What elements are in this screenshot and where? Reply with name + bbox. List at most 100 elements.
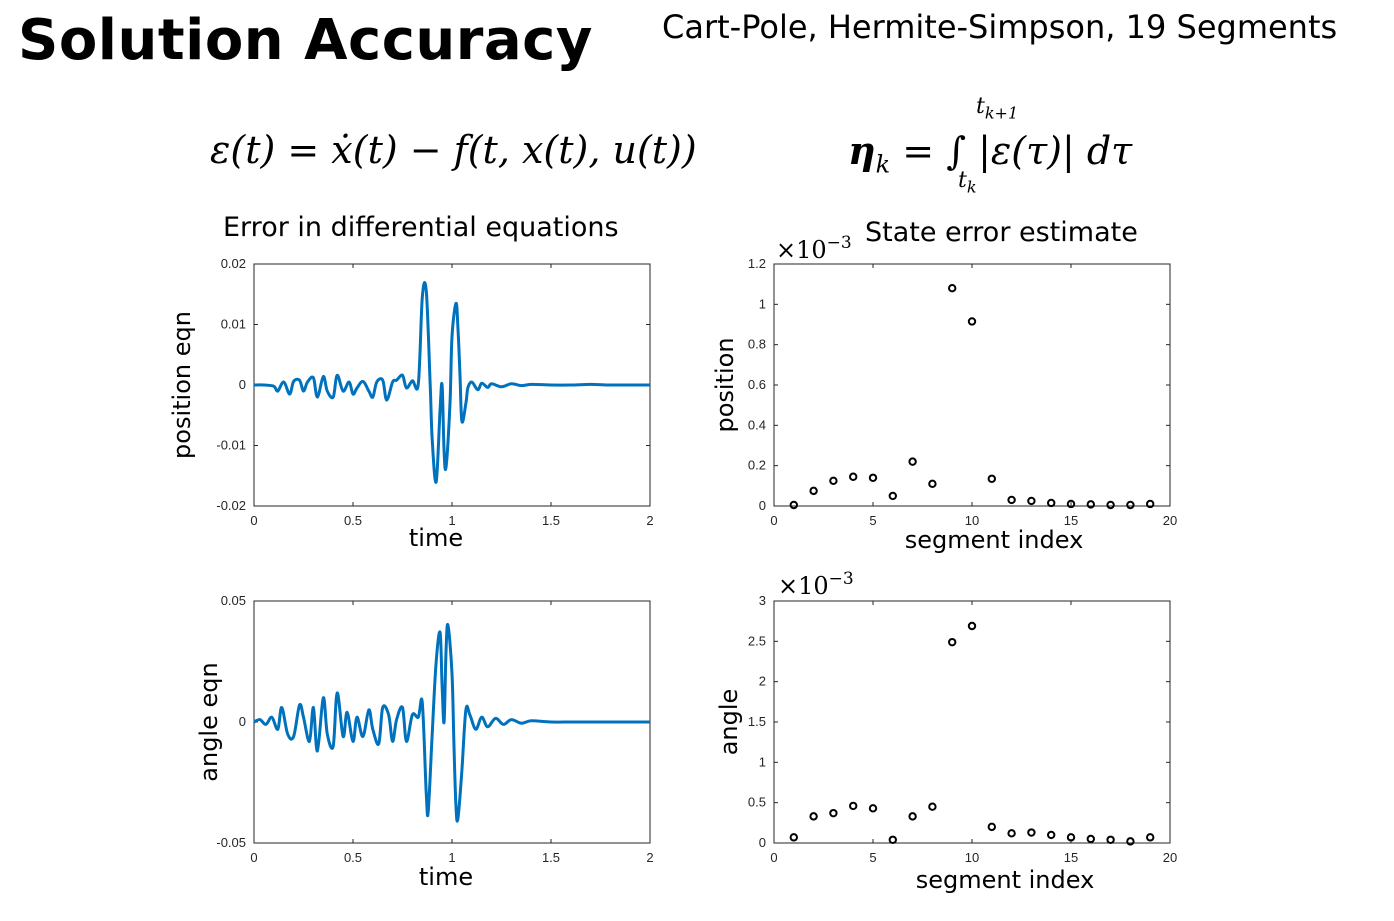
y-tick-label: 0.4 <box>748 417 766 432</box>
y-axis-label: angle <box>715 689 743 756</box>
data-point <box>1027 496 1036 506</box>
integral-body: = ∫ |ε(τ)| dτ <box>902 129 1133 173</box>
data-point <box>967 621 977 631</box>
x-tick-label: 0 <box>770 850 777 865</box>
x-tick-label: 2 <box>646 850 653 865</box>
data-point <box>908 457 917 466</box>
data-point <box>948 637 957 647</box>
data-point <box>829 808 838 818</box>
data-point <box>888 835 897 844</box>
y-tick-label: 0 <box>759 498 766 513</box>
left-section-title: Error in differential equations <box>223 212 619 243</box>
data-point <box>789 833 798 842</box>
x-tick-label: 0 <box>250 513 257 528</box>
slide-title: Solution Accuracy <box>18 8 593 73</box>
axes-box <box>773 600 1171 844</box>
x-tick-label: 1 <box>448 850 455 865</box>
y-tick-label: 0.02 <box>221 256 246 271</box>
data-point <box>987 474 996 483</box>
angle-eqn-chart: 0 0.5 1 1.5 2 -0.05 0 0.05 time angle eqn <box>195 593 654 891</box>
y-tick-label: 0.2 <box>748 458 766 473</box>
x-tick-label: 1.5 <box>542 850 560 865</box>
position-eqn-chart: 0 0.5 1 1.5 2 -0.02 -0.01 0 0.01 0.02 time position… <box>168 256 654 552</box>
x-tick-label: 1 <box>448 513 455 528</box>
data-point <box>1146 833 1155 842</box>
y-tick-label: -0.05 <box>216 835 246 850</box>
x-axis-label: time <box>419 863 473 891</box>
y-tick-label: 1.5 <box>748 714 766 729</box>
data-point <box>948 284 957 293</box>
angle-error-chart: 0 5 10 15 20 0 0.5 1 1.5 2 2.5 3 segment index angle ×… <box>715 569 1177 894</box>
x-tick-label: 10 <box>965 850 979 865</box>
data-point <box>1086 834 1096 844</box>
data-point <box>1126 500 1135 510</box>
x-tick-label: 20 <box>1163 513 1177 528</box>
data-point <box>868 804 878 813</box>
y-tick-label: 0 <box>239 714 246 729</box>
x-axis-label: segment index <box>905 526 1084 554</box>
eta-subscript: k <box>875 150 891 179</box>
data-point <box>809 486 818 496</box>
y-tick-label: 2.5 <box>748 633 766 648</box>
y-axis-label: position <box>711 337 739 432</box>
y-axis-label: position eqn <box>168 311 196 459</box>
x-tick-label: 15 <box>1064 850 1078 865</box>
axes-box <box>773 263 1171 507</box>
defect-equation: ε(t) = ẋ(t) − f(t, x(t), u(t)) <box>210 128 697 172</box>
data-point <box>849 801 858 811</box>
y-tick-label: 0.01 <box>221 317 246 332</box>
y-tick-label: 3 <box>759 593 766 608</box>
eta-symbol: η <box>848 128 876 173</box>
y-tick-label: 1 <box>759 754 766 769</box>
data-point <box>1086 500 1096 509</box>
data-point <box>987 822 996 832</box>
data-point <box>789 500 798 510</box>
x-tick-label: 2 <box>646 513 653 528</box>
data-point <box>1106 500 1115 510</box>
x-tick-label: 0 <box>250 850 257 865</box>
data-point <box>1047 830 1056 840</box>
y-tick-label: 2 <box>759 674 766 689</box>
data-point <box>1047 498 1056 508</box>
slide-subtitle: Cart-Pole, Hermite-Simpson, 19 Segments <box>662 8 1338 46</box>
data-point <box>868 473 878 482</box>
y-tick-label: 0 <box>759 835 766 850</box>
data-point <box>1027 828 1036 837</box>
x-tick-label: 10 <box>965 513 979 528</box>
y-tick-label: -0.02 <box>216 498 246 513</box>
x-tick-label: 20 <box>1163 850 1177 865</box>
data-point <box>1126 837 1135 846</box>
axis-exponent-label: ×10−3 <box>778 569 854 600</box>
x-tick-label: 5 <box>869 850 876 865</box>
lower-limit: tk <box>958 168 977 197</box>
data-point <box>908 812 917 821</box>
y-tick-label: 1.2 <box>748 256 766 271</box>
data-point <box>809 812 818 821</box>
data-point <box>849 472 858 481</box>
x-tick-label: 5 <box>869 513 876 528</box>
data-point <box>928 479 937 489</box>
series-line <box>253 622 650 823</box>
data-point <box>1106 835 1115 844</box>
data-point <box>888 491 897 501</box>
data-point <box>829 476 838 485</box>
y-tick-label: 0.05 <box>221 593 246 608</box>
y-axis-label: angle eqn <box>195 662 223 781</box>
data-point <box>967 317 977 326</box>
x-axis-label: segment index <box>916 866 1095 894</box>
x-tick-label: 1.5 <box>542 513 560 528</box>
data-point <box>1007 495 1016 505</box>
data-point <box>1066 499 1076 509</box>
axis-exponent-label: ×10−3 <box>776 233 852 264</box>
data-point <box>1066 833 1076 842</box>
y-tick-label: 0.8 <box>748 337 766 352</box>
x-tick-label: 0 <box>770 513 777 528</box>
data-point <box>1007 829 1016 838</box>
data-point <box>928 802 937 811</box>
series-line <box>253 281 650 484</box>
y-tick-label: -0.01 <box>216 438 246 453</box>
x-tick-label: 0.5 <box>344 850 362 865</box>
x-axis-label: time <box>409 524 463 552</box>
error-integral-equation: ηk = ∫ |ε(τ)| dτ tk+1 tk <box>848 94 1133 196</box>
data-point <box>1146 499 1155 509</box>
